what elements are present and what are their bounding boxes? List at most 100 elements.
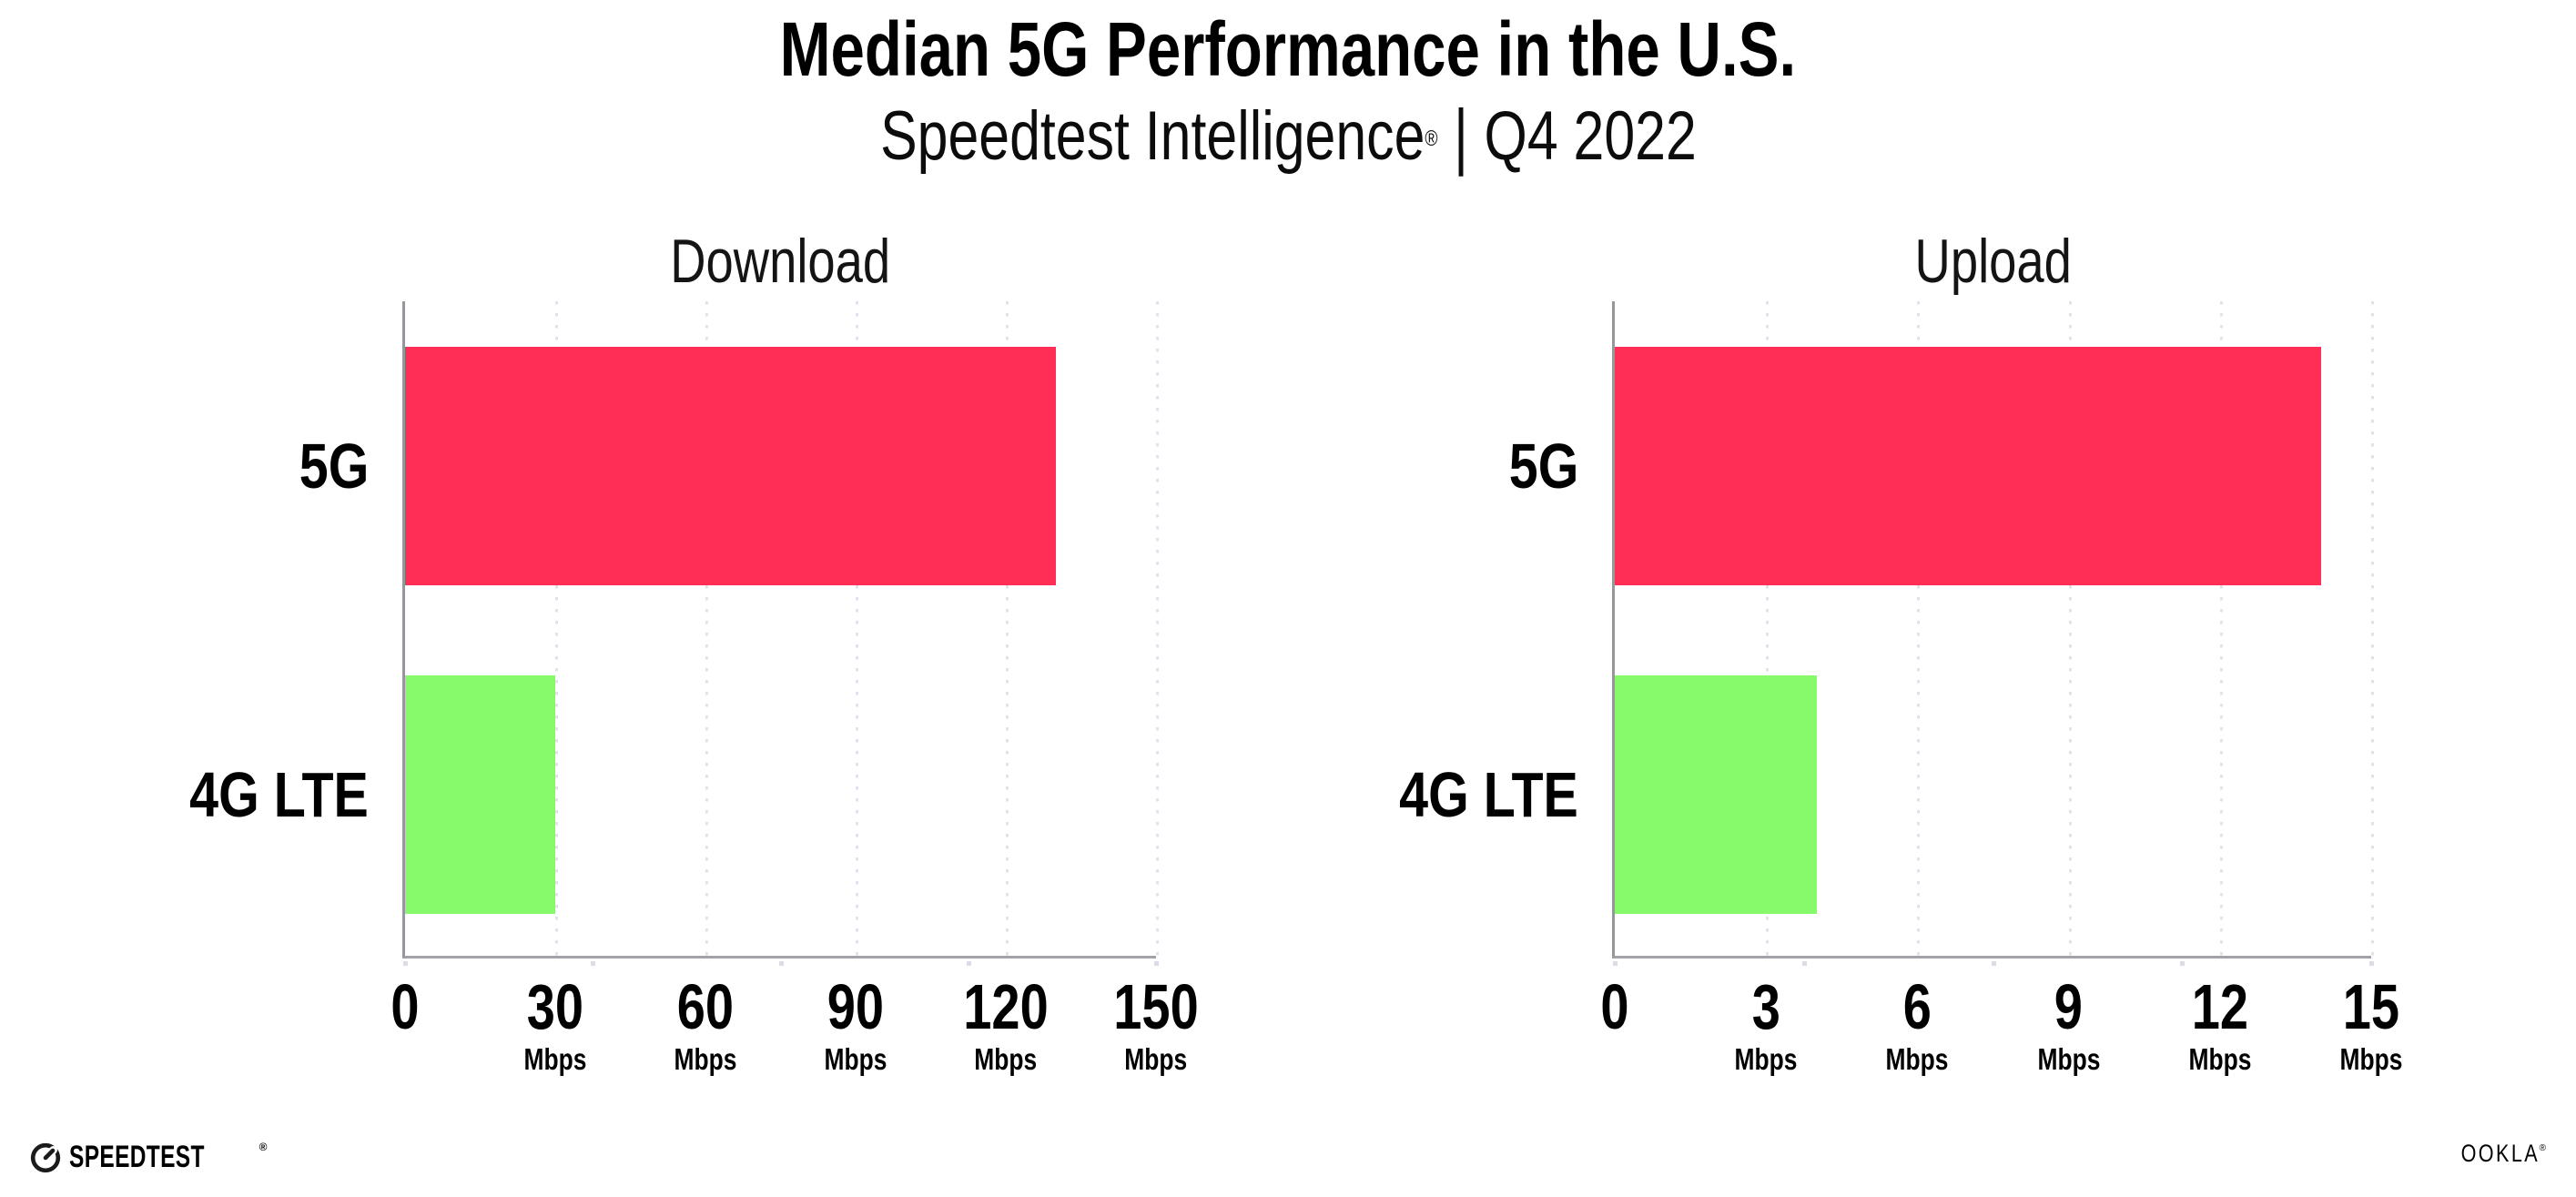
header: Median 5G Performance in the U.S. Speedt… <box>0 11 2576 178</box>
x-tick-15-upload: 15 Mbps <box>2332 971 2410 1075</box>
axis-tick-dot <box>1613 961 1618 966</box>
chart-title-text-upload: Upload <box>1914 227 2072 296</box>
speedtest-gauge-icon <box>30 1142 61 1172</box>
x-tick-unit: Mbps <box>2030 1044 2108 1074</box>
x-tick-unit: Mbps <box>666 1044 745 1074</box>
page-title-text: Median 5G Performance in the U.S. <box>779 6 1797 92</box>
x-tick-unit-text: Mbps <box>1885 1042 1949 1077</box>
gridline-12-mbps <box>2219 301 2223 956</box>
x-tick-unit-text: Mbps <box>2339 1042 2403 1077</box>
x-tick-unit: Mbps <box>1878 1044 1956 1074</box>
registered-trademark-symbol: ® <box>1424 127 1438 152</box>
x-tick-unit: Mbps <box>2181 1044 2259 1074</box>
bar-4g-lte-download <box>405 675 555 914</box>
page-subtitle: Speedtest Intelligence® | Q4 2022 <box>0 95 2576 178</box>
x-tick-unit: Mbps <box>816 1044 895 1074</box>
x-tick-value-text: 60 <box>676 971 735 1042</box>
page-title: Median 5G Performance in the U.S. <box>0 11 2576 87</box>
x-tick-90-download: 90 Mbps <box>816 971 895 1075</box>
gridline-9-mbps <box>2068 301 2072 956</box>
category-label-5g-download: 5G <box>284 434 369 498</box>
x-tick-unit-text: Mbps <box>1124 1042 1188 1077</box>
x-tick-12-upload: 12 Mbps <box>2181 971 2259 1075</box>
subtitle-brand: Speedtest Intelligence <box>879 97 1425 175</box>
x-tick-unit-text: Mbps <box>1734 1042 1798 1077</box>
x-tick-150-download: 150 Mbps <box>1103 971 1210 1075</box>
gridline-90-mbps <box>856 301 858 956</box>
x-tick-value-text: 120 <box>963 971 1049 1042</box>
x-tick-120-download: 120 Mbps <box>953 971 1060 1075</box>
gridline-30-mbps <box>555 301 558 956</box>
x-tick-value: 0 <box>388 975 423 1039</box>
speedtest-wordmark: SPEEDTEST <box>69 1140 205 1174</box>
axis-tick-dot <box>778 961 784 966</box>
x-tick-9-upload: 9 Mbps <box>2030 971 2108 1075</box>
category-label-text-5g: 5G <box>299 430 369 502</box>
subtitle-separator: | <box>1453 95 1468 178</box>
category-label-4g-lte-download: 4G LTE <box>150 763 369 827</box>
x-tick-value-text: 30 <box>526 971 584 1042</box>
ookla-logo: OOKLA® <box>2441 1140 2549 1168</box>
axis-tick-dot <box>2369 961 2374 966</box>
plot-upload: Upload 5G 4G LTE 0 3 Mbps 6 Mbps 9 Mbps 12 Mbps 15 Mb… <box>1399 230 2402 1074</box>
x-tick-6-upload: 6 Mbps <box>1878 971 1956 1075</box>
chart-title-text-download: Download <box>670 227 891 296</box>
x-tick-unit-text: Mbps <box>523 1042 587 1077</box>
chart-title-upload: Upload <box>1615 230 2371 292</box>
x-tick-value-text: 6 <box>1902 971 1932 1042</box>
axis-tick-dot <box>1991 961 1996 966</box>
x-tick-unit-text: Mbps <box>974 1042 1038 1077</box>
speedtest-logo: SPEEDTEST ® <box>29 1140 268 1175</box>
x-tick-unit-text: Mbps <box>2188 1042 2252 1077</box>
speedtest-trademark-symbol: ® <box>259 1141 269 1153</box>
x-tick-unit-text: Mbps <box>674 1042 737 1077</box>
ookla-wordmark: OOKLA <box>2460 1140 2540 1167</box>
x-tick-value-text: 150 <box>1113 971 1199 1042</box>
category-label-text-4g-lte: 4G LTE <box>189 758 369 830</box>
category-label-text-5g: 5G <box>1508 430 1578 502</box>
x-tick-value-text: 9 <box>2054 971 2084 1042</box>
x-tick-0-download: 0 <box>388 975 423 1039</box>
gridline-3-mbps <box>1766 301 1770 956</box>
bar-5g-upload <box>1615 346 2321 585</box>
x-tick-value-text: 0 <box>1600 971 1629 1042</box>
x-tick-value: 60 <box>666 971 745 1042</box>
gridline-150-mbps <box>1156 301 1159 956</box>
x-tick-value: 120 <box>953 971 1060 1042</box>
x-tick-unit: Mbps <box>2332 1044 2410 1074</box>
x-tick-unit: Mbps <box>516 1044 594 1074</box>
category-label-text-4g-lte: 4G LTE <box>1399 758 1578 830</box>
x-tick-value-text: 3 <box>1751 971 1780 1042</box>
category-label-5g-upload: 5G <box>1494 434 1578 498</box>
gridline-60-mbps <box>705 301 708 956</box>
x-tick-value-text: 12 <box>2191 971 2248 1042</box>
bar-4g-lte-upload <box>1615 675 1817 914</box>
gridline-6-mbps <box>1917 301 1921 956</box>
x-tick-value: 15 <box>2332 971 2410 1042</box>
ookla-trademark-symbol: ® <box>2539 1143 2549 1153</box>
x-tick-0-upload: 0 <box>1597 971 1633 1042</box>
x-tick-unit-text: Mbps <box>824 1042 887 1077</box>
x-tick-60-download: 60 Mbps <box>666 971 745 1075</box>
x-tick-value: 0 <box>1597 971 1633 1042</box>
speedtest-logo-text: SPEEDTEST ® <box>69 1140 268 1175</box>
x-tick-value: 90 <box>816 971 895 1042</box>
x-tick-unit: Mbps <box>953 1044 1060 1074</box>
subtitle-period: Q4 2022 <box>1484 97 1697 175</box>
category-label-4g-lte-upload: 4G LTE <box>1360 763 1578 827</box>
axis-tick-dot <box>2180 961 2186 966</box>
page-subtitle-text: Speedtest Intelligence® | Q4 2022 <box>880 95 1697 178</box>
plot-download: Download 5G 4G LTE 0 30 Mbps 60 Mbps 90 Mbps 120 Mb… <box>189 230 1198 1074</box>
x-tick-value: 12 <box>2181 971 2259 1042</box>
axis-tick-dot <box>1801 961 1807 966</box>
x-tick-value-text: 15 <box>2342 971 2400 1042</box>
x-tick-value-text: 90 <box>827 971 885 1042</box>
axis-tick-dot <box>591 961 596 966</box>
x-tick-unit: Mbps <box>1103 1044 1210 1074</box>
x-tick-value: 3 <box>1727 971 1805 1042</box>
x-tick-unit: Mbps <box>1727 1044 1805 1074</box>
axis-tick-dot <box>403 961 408 966</box>
x-tick-value: 30 <box>516 971 594 1042</box>
gridline-120-mbps <box>1006 301 1009 956</box>
